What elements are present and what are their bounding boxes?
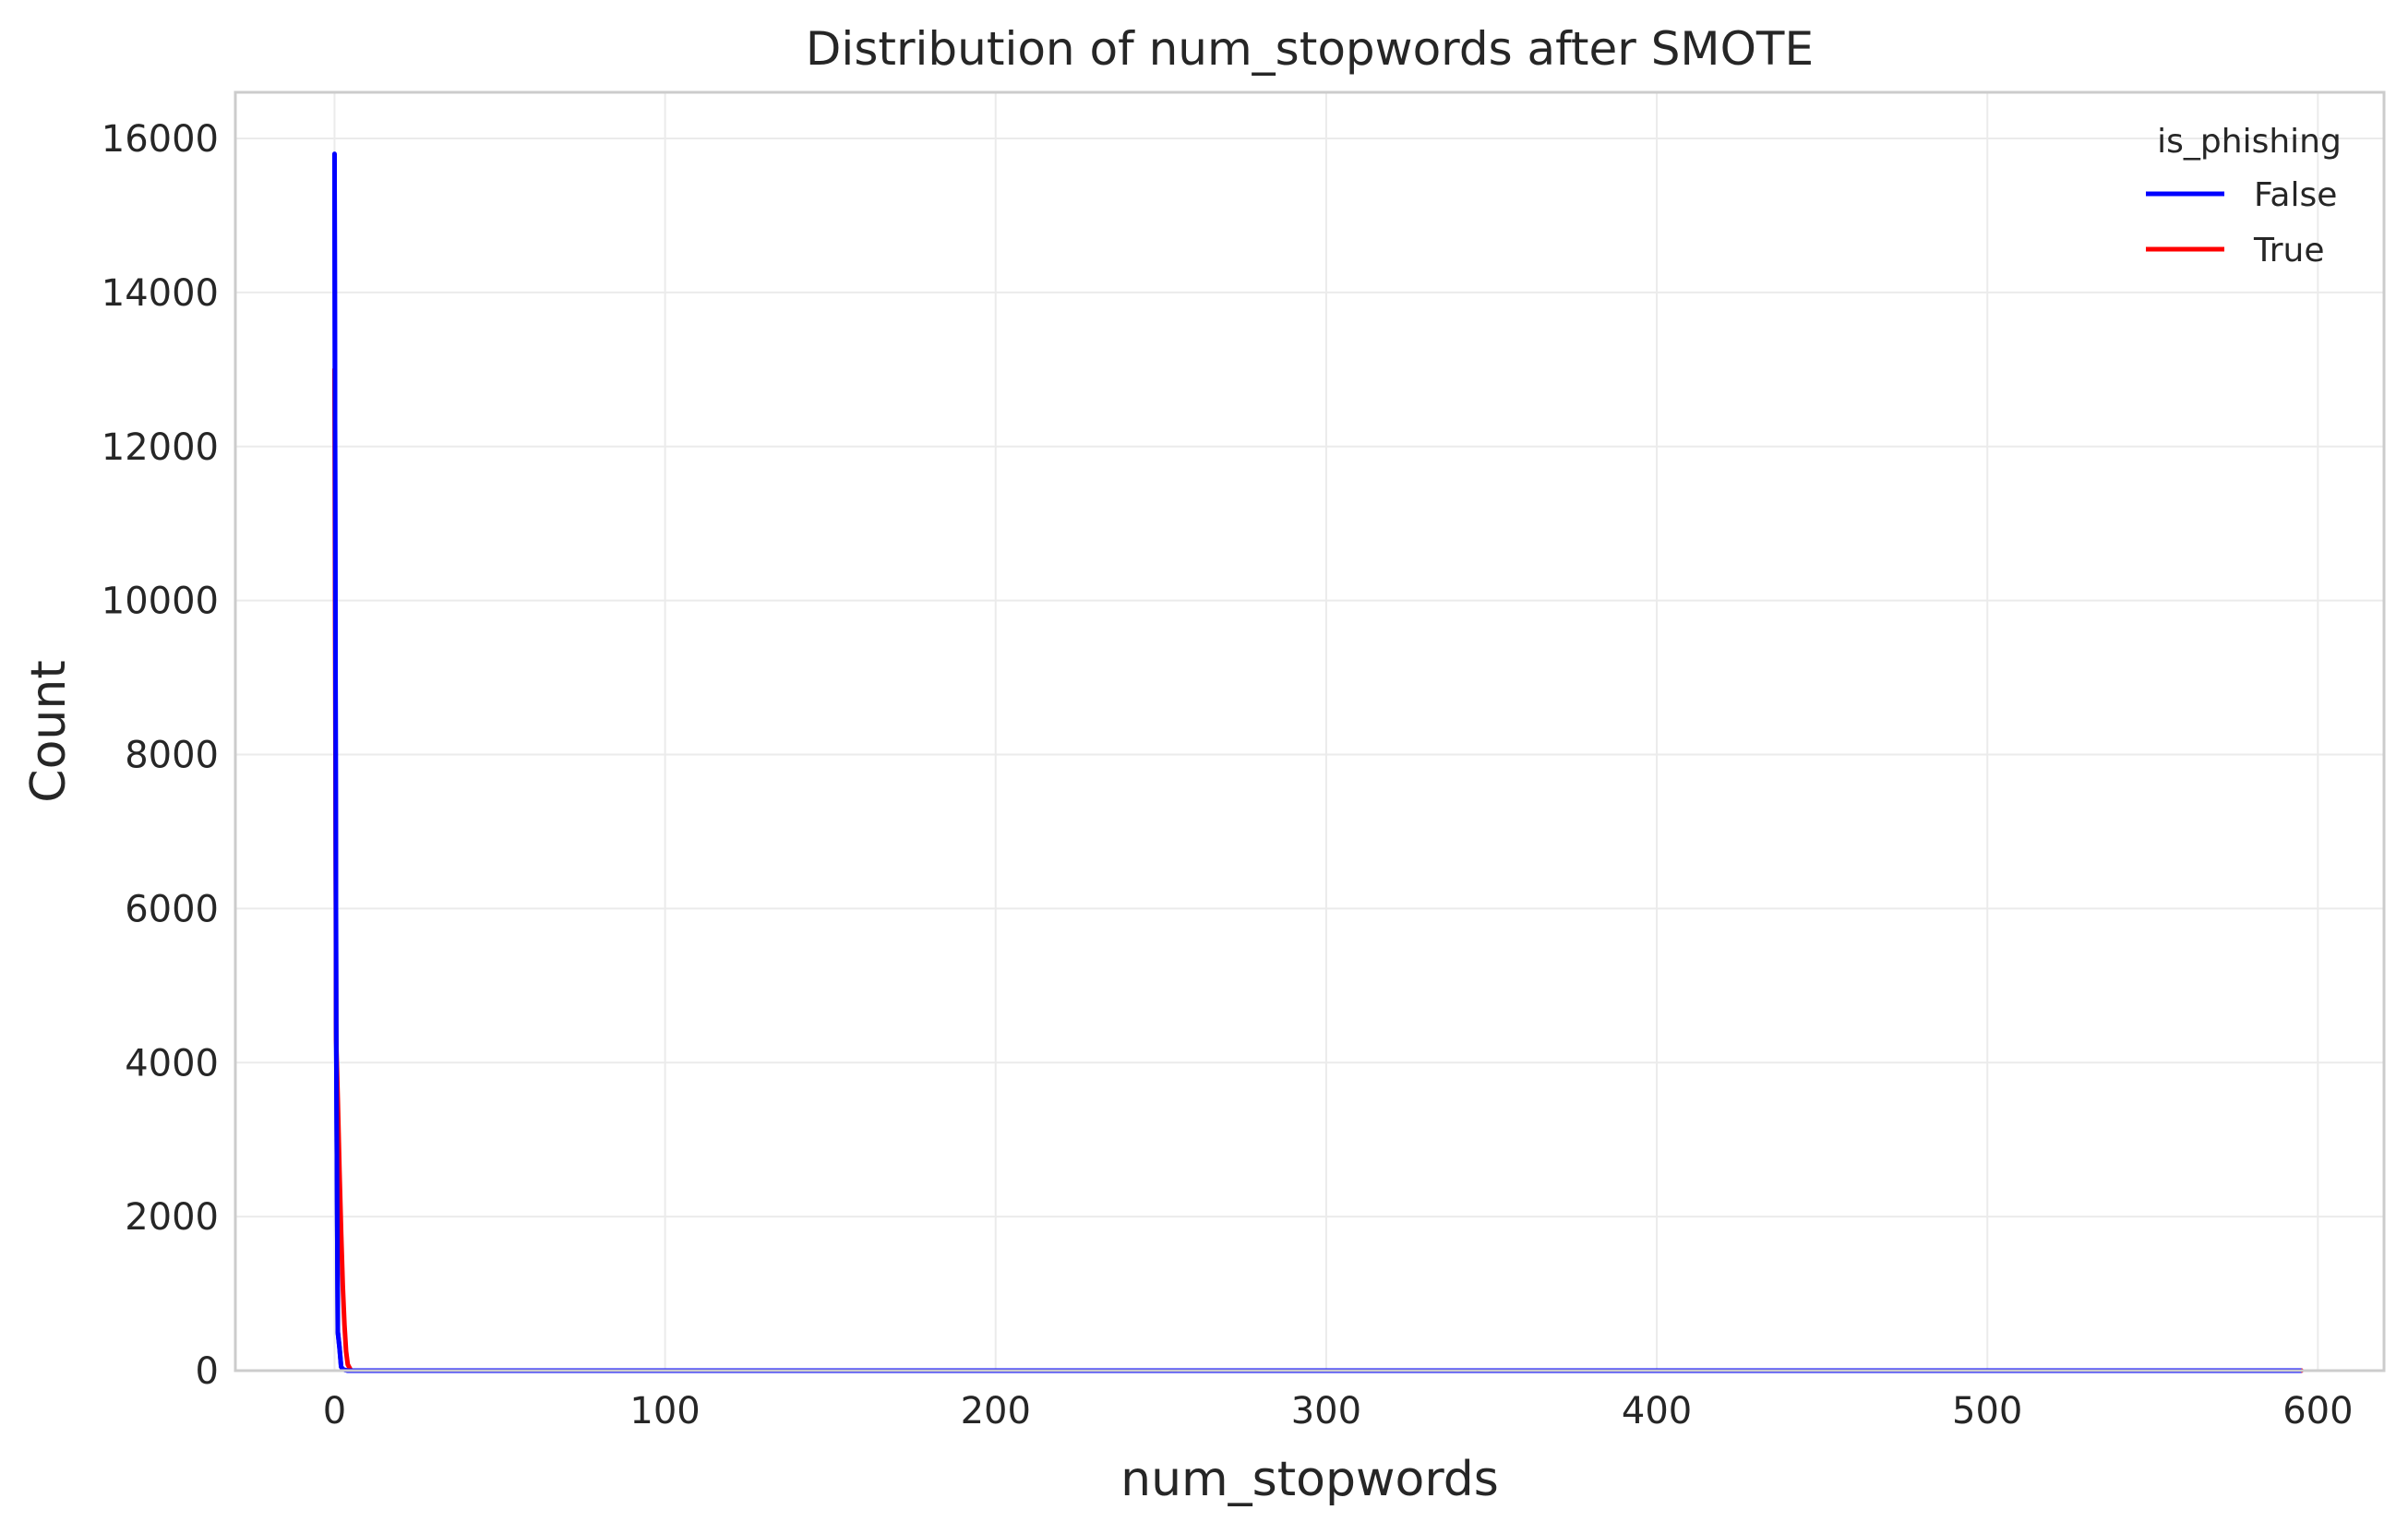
y-tick-label: 6000 (125, 888, 219, 930)
grid-layer (235, 92, 2384, 1372)
legend-items: False True (2146, 176, 2337, 270)
chart-title: Distribution of num_stopwords after SMOT… (806, 22, 1814, 76)
legend-label-true: True (2253, 232, 2324, 270)
plot-frame (234, 90, 2386, 1372)
x-tick-label: 100 (629, 1390, 700, 1432)
x-tick-label: 400 (1622, 1390, 1692, 1432)
y-tick-label: 12000 (102, 426, 219, 469)
x-tick-label: 300 (1291, 1390, 1361, 1432)
plot-background (235, 92, 2384, 1371)
x-tick-label: 0 (323, 1390, 346, 1432)
x-tick-label: 200 (961, 1390, 1031, 1432)
y-tick-label: 8000 (125, 735, 219, 777)
x-axis-label: num_stopwords (1120, 1452, 1499, 1507)
legend-label-false: False (2254, 176, 2337, 214)
x-tick-label: 500 (1952, 1390, 2022, 1432)
y-tick-label: 14000 (102, 272, 219, 315)
legend-title: is_phishing (2157, 123, 2342, 161)
tick-layer: 0 100 200 300 400 500 600020004000600080001000… (102, 118, 2354, 1432)
y-tick-label: 16000 (102, 118, 219, 161)
y-tick-label: 2000 (125, 1196, 219, 1239)
y-tick-label: 0 (196, 1350, 219, 1393)
x-tick-label: 600 (2282, 1390, 2353, 1432)
y-tick-label: 4000 (125, 1042, 219, 1085)
y-axis-label: Count (21, 660, 77, 802)
y-tick-label: 10000 (102, 581, 219, 623)
legend: is_phishing False True (2146, 123, 2342, 270)
